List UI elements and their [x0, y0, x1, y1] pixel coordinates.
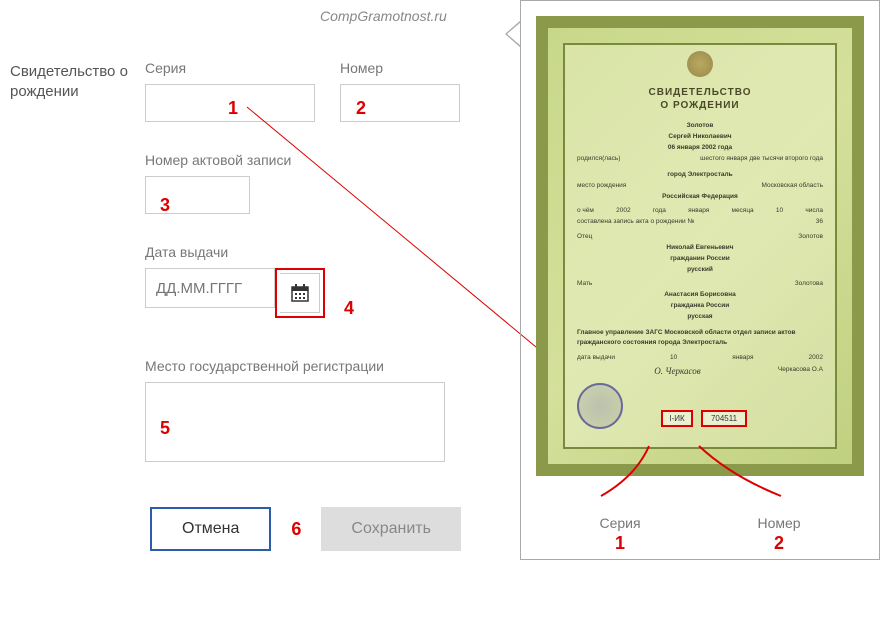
cert-issue-label: дата выдачи: [577, 353, 615, 362]
cert-father-nat: русский: [573, 265, 827, 274]
series-label: Серия: [145, 60, 315, 76]
callout-number-num: 2: [757, 533, 800, 554]
stamp-icon: [577, 383, 623, 429]
registration-place-label: Место государственной регистрации: [145, 358, 460, 374]
form-title: Свидетельство о рождении: [0, 60, 145, 101]
cert-rec-day: 10: [776, 206, 783, 215]
cert-title-2: О РОЖДЕНИИ: [573, 100, 827, 111]
cert-issue-day: 10: [670, 353, 677, 362]
cert-father-full: Николай Евгеньевич: [573, 243, 827, 252]
cert-father-cit: гражданин России: [573, 254, 827, 263]
form-panel: Свидетельство о рождении Серия Номер Ном…: [0, 0, 480, 638]
certificate-image: СВИДЕТЕЛЬСТВО О РОЖДЕНИИ Золотов Сергей …: [536, 16, 864, 476]
callout-number-label: Номер: [757, 515, 800, 531]
cert-father-name: Золотов: [798, 232, 823, 241]
cert-number-highlight: 704511: [701, 410, 747, 427]
calendar-button[interactable]: [280, 273, 320, 313]
annotation-4: 4: [344, 298, 354, 319]
annotation-3: 3: [160, 195, 170, 216]
certificate-panel: СВИДЕТЕЛЬСТВО О РОЖДЕНИИ Золотов Сергей …: [520, 0, 880, 560]
emblem-icon: [687, 51, 713, 77]
cert-region1: Московская область: [761, 181, 823, 190]
callout-series-label: Серия: [599, 515, 640, 531]
callout-series-num: 1: [599, 533, 640, 554]
cert-region-label: место рождения: [577, 181, 626, 190]
pointer-triangle: [505, 20, 521, 48]
cert-birthdate-words: шестого января две тысячи второго года: [700, 154, 823, 163]
cert-issue-month: января: [732, 353, 753, 362]
annotation-5: 5: [160, 418, 170, 439]
cert-mother-nat: русская: [573, 312, 827, 321]
issue-date-input[interactable]: [145, 268, 275, 308]
cert-region2: Российская Федерация: [573, 192, 827, 201]
record-number-label: Номер актовой записи: [145, 152, 460, 168]
cert-birthplace: город Электросталь: [573, 170, 827, 179]
annotation-6: 6: [291, 519, 301, 540]
annotation-1: 1: [228, 98, 238, 119]
cancel-button[interactable]: Отмена: [150, 507, 271, 551]
registration-place-input[interactable]: [145, 382, 445, 462]
annotation-2: 2: [356, 98, 366, 119]
cert-title-1: СВИДЕТЕЛЬСТВО: [573, 87, 827, 98]
date-picker-highlight: [275, 268, 325, 318]
issue-date-label: Дата выдачи: [145, 244, 460, 260]
save-button[interactable]: Сохранить: [321, 507, 461, 551]
cert-issue-year: 2002: [809, 353, 823, 362]
cert-recno: 36: [816, 217, 823, 226]
cert-signer: Черкасова О.А: [778, 365, 823, 378]
cert-mother-name: Золотова: [795, 279, 823, 288]
cert-rec-year: 2002: [616, 206, 630, 215]
cert-signature: О. Черкасов: [654, 365, 700, 378]
cert-father-label: Отец: [577, 232, 592, 241]
cert-birthdate: 06 января 2002 года: [573, 143, 827, 152]
cert-issuer: Главное управление ЗАГС Московской облас…: [573, 328, 827, 347]
cert-rec-month: января: [688, 206, 709, 215]
cert-mother-cit: гражданка России: [573, 301, 827, 310]
cert-surname: Золотов: [573, 121, 827, 130]
cert-mother-label: Мать: [577, 279, 592, 288]
cert-name: Сергей Николаевич: [573, 132, 827, 141]
cert-series-highlight: I-ИК: [661, 410, 693, 427]
cert-mother-full: Анастасия Борисовна: [573, 290, 827, 299]
calendar-icon: [291, 284, 309, 302]
number-label: Номер: [340, 60, 460, 76]
cert-recno-label: составлена запись акта о рождении №: [577, 217, 694, 226]
